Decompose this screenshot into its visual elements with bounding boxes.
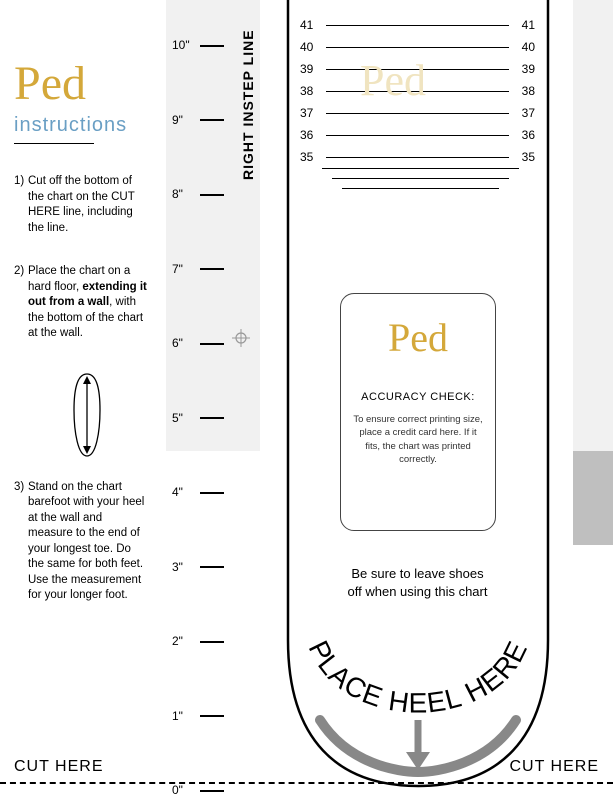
eu-size-scale: 4141404039393838373736363535 [300, 14, 535, 198]
size-row: 4040 [300, 36, 535, 58]
size-row: 3535 [300, 146, 535, 168]
ruler-tick: 4" [172, 485, 224, 499]
shoes-off-note: Be sure to leave shoesoff when using thi… [300, 565, 535, 601]
accuracy-title: ACCURACY CHECK: [353, 391, 483, 403]
size-extra-line [332, 178, 509, 188]
step-2: 2) Place the chart on a hard floor, exte… [14, 264, 150, 342]
step-text: Place the chart on a hard floor, extendi… [28, 264, 150, 342]
size-row: 3939 [300, 58, 535, 80]
ruler-tick: 10" [172, 38, 224, 52]
ruler-tick: 2" [172, 634, 224, 648]
svg-text:PLACE HEEL HERE: PLACE HEEL HERE [303, 636, 534, 719]
step-1: 1) Cut off the bottom of the chart on th… [14, 174, 150, 236]
size-extra-line [342, 188, 499, 198]
size-row: 4141 [300, 14, 535, 36]
crosshair-icon [232, 329, 250, 347]
cut-here-label-right: CUT HERE [510, 758, 600, 776]
ruler-tick: 3" [172, 560, 224, 574]
brand-logo: Ped [14, 60, 150, 108]
right-gray-block [573, 451, 613, 545]
size-row: 3636 [300, 124, 535, 146]
cut-line [0, 782, 613, 784]
ruler-tick: 0" [172, 783, 224, 797]
size-row: 3737 [300, 102, 535, 124]
step-text: Stand on the chart barefoot with your he… [28, 480, 150, 604]
size-extra-line [322, 168, 519, 178]
step-num: 2) [14, 264, 28, 342]
step-num: 1) [14, 174, 28, 236]
ruler-tick: 8" [172, 187, 224, 201]
cut-here-label-left: CUT HERE [14, 758, 104, 776]
step-3: 3) Stand on the chart barefoot with your… [14, 480, 150, 604]
ruler-tick: 7" [172, 262, 224, 276]
ruler-tick: 5" [172, 411, 224, 425]
accuracy-text: To ensure correct printing size, place a… [353, 413, 483, 466]
ruler-tick: 9" [172, 113, 224, 127]
foot-arrow-icon [70, 370, 104, 460]
step-text: Cut off the bottom of the chart on the C… [28, 174, 150, 236]
instructions-column: Ped instructions 1) Cut off the bottom o… [0, 0, 160, 792]
size-row: 3838 [300, 80, 535, 102]
right-instep-label: RIGHT INSTEP LINE [240, 29, 256, 180]
ruler-tick: 6" [172, 336, 224, 350]
inch-ruler: 10"9"8"7"6"5"4"3"2"1"0" [166, 0, 232, 792]
right-strip [573, 0, 613, 451]
ruler-tick: 1" [172, 709, 224, 723]
accuracy-check-card: Ped ACCURACY CHECK: To ensure correct pr… [340, 293, 496, 531]
title-underline [14, 143, 94, 144]
instructions-title: instructions [14, 114, 150, 137]
brand-logo-small: Ped [353, 314, 483, 361]
step-num: 3) [14, 480, 28, 604]
place-heel-here-text: PLACE HEEL HERE [278, 615, 558, 775]
